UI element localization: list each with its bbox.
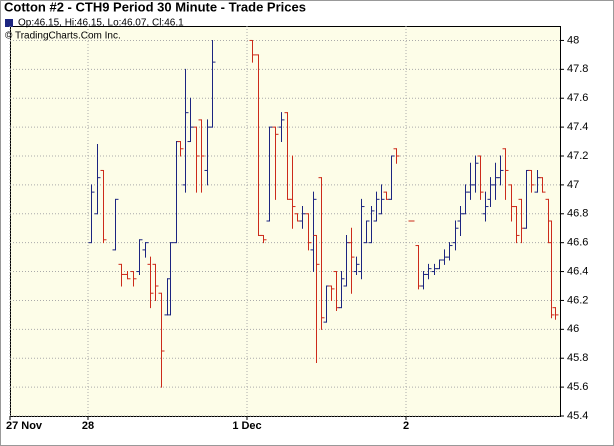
x-tick-label: 27 Nov xyxy=(6,420,43,432)
y-tick-label: 45.6 xyxy=(567,381,588,393)
y-tick-label: 46.8 xyxy=(567,208,588,220)
legend-text: Op:46.15, Hi:46.15, Lo:46.07, Cl:46.1 xyxy=(18,18,184,29)
y-tick-label: 46 xyxy=(567,323,579,335)
y-tick-label: 47.8 xyxy=(567,63,588,75)
y-tick-label: 47.4 xyxy=(567,121,588,133)
copyright: © TradingCharts.Com Inc. xyxy=(5,31,121,42)
y-tick-label: 47.6 xyxy=(567,92,588,104)
chart-title: Cotton #2 - CTH9 Period 30 Minute - Trad… xyxy=(4,0,306,14)
y-tick-label: 48 xyxy=(567,34,579,46)
x-tick-label: 28 xyxy=(82,420,94,432)
y-tick-label: 46.6 xyxy=(567,237,588,249)
x-tick-label: 2 xyxy=(403,420,409,432)
legend-swatch xyxy=(5,19,13,27)
y-tick-label: 46.4 xyxy=(567,265,588,277)
y-tick-label: 46.2 xyxy=(567,294,588,306)
y-tick-label: 45.4 xyxy=(567,410,588,422)
plot-area xyxy=(10,26,561,417)
x-tick-label: 1 Dec xyxy=(232,420,261,432)
y-tick-label: 47 xyxy=(567,179,579,191)
y-tick-label: 47.2 xyxy=(567,150,588,162)
y-tick-label: 45.8 xyxy=(567,352,588,364)
